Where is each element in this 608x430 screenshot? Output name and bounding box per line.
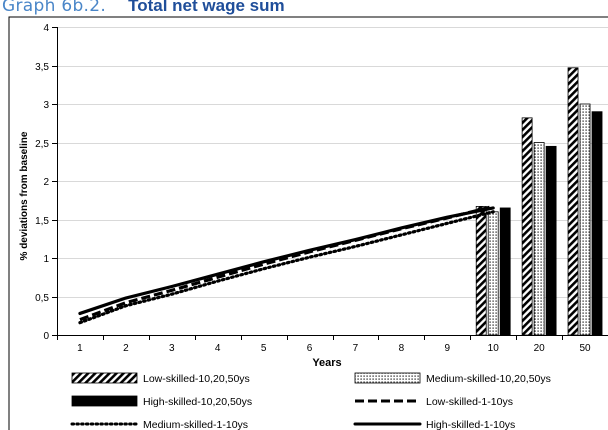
y-tick-label: 3,5 (35, 62, 49, 73)
y-axis-title: % deviations from baseline (19, 131, 30, 260)
y-tick-label: 3 (43, 100, 49, 111)
y-tick-label: 2 (43, 177, 49, 188)
axis-layer: 0 0,5 1 1,5 2 2,5 3 3,5 4 1 2 3 4 5 6 7 8 9 10 20 50 (35, 23, 608, 354)
x-tick-label: 50 (579, 343, 591, 354)
x-tick-label: 2 (123, 343, 129, 354)
x-axis-title: Years (312, 357, 341, 369)
legend: Low-skilled-10,20,50ys Medium-skilled-10,… (70, 372, 551, 430)
bar (521, 117, 533, 336)
bar (591, 111, 603, 336)
series-line (78, 210, 495, 325)
figure-header: Graph 6b.2. Total net wage sum (0, 0, 608, 20)
figure-label: Graph 6b.2. (2, 0, 107, 16)
bar (487, 211, 499, 336)
legend-label: Low-skilled-10,20,50ys (143, 373, 250, 385)
x-tick-label: 1 (77, 343, 83, 354)
x-tick-label: 6 (307, 343, 313, 354)
bar (499, 207, 511, 336)
legend-label: High-skilled-1-10ys (426, 419, 515, 430)
y-tick-label: 0 (43, 331, 49, 342)
line-layer (78, 204, 495, 325)
y-tick-label: 2,5 (35, 139, 49, 150)
x-tick-label: 9 (445, 343, 451, 354)
x-tick-label: 7 (353, 343, 359, 354)
y-tick-label: 1,5 (35, 216, 49, 227)
x-tick-label: 3 (169, 343, 175, 354)
bar (567, 67, 579, 336)
figure-caption: Graph 6b.2. Total net wage sum (2, 0, 285, 16)
y-tick-label: 0,5 (35, 293, 49, 304)
x-tick-label: 8 (399, 343, 405, 354)
legend-label: Medium-skilled-1-10ys (143, 419, 248, 430)
series-line (78, 206, 495, 316)
bar (533, 142, 545, 336)
y-tick-label: 1 (43, 254, 49, 265)
bar (545, 145, 557, 336)
chart-frame (8, 16, 608, 430)
figure-title: Total net wage sum (128, 0, 285, 15)
x-tick-label: 10 (488, 343, 500, 354)
legend-swatch (354, 372, 421, 384)
legend-swatch (71, 395, 138, 407)
x-tick-label: 20 (534, 343, 546, 354)
legend-swatch (71, 372, 138, 384)
legend-label: Low-skilled-1-10ys (426, 396, 513, 408)
legend-label: High-skilled-10,20,50ys (143, 396, 252, 408)
x-tick-label: 5 (261, 343, 267, 354)
grid-layer (57, 27, 608, 298)
x-tick-label: 4 (215, 343, 221, 354)
y-tick-label: 4 (43, 23, 49, 34)
legend-label: Medium-skilled-10,20,50ys (426, 373, 551, 385)
bar (579, 103, 591, 336)
bar (475, 206, 487, 336)
bar-layer (475, 67, 603, 336)
